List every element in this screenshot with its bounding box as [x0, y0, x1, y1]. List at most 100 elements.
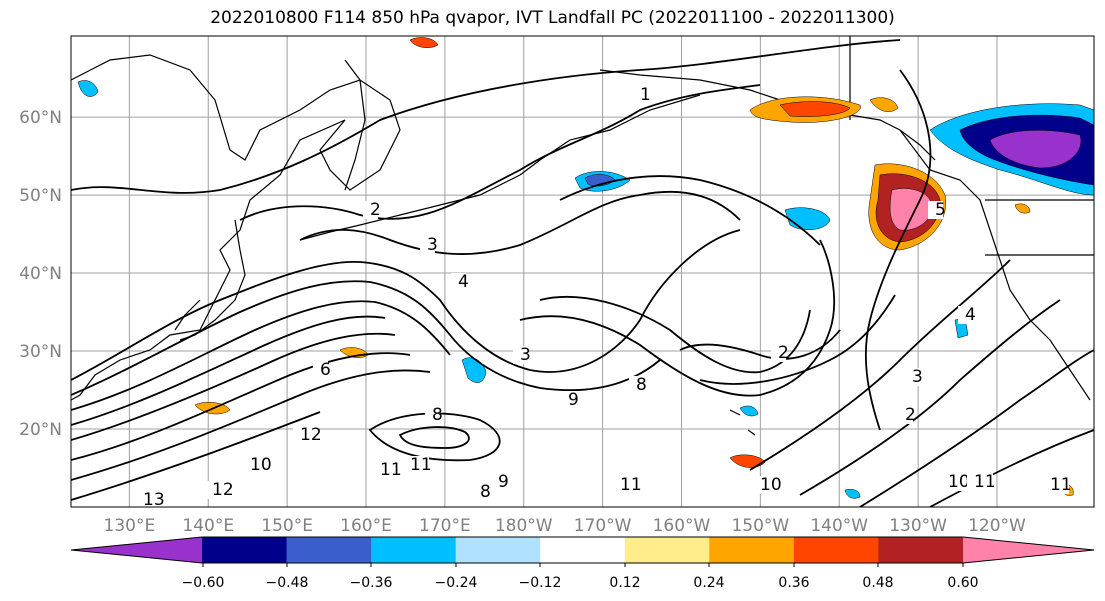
colorbar-segment: [455, 537, 541, 563]
contour-label-bg: [1043, 476, 1069, 494]
longitude-label: 140°E: [182, 516, 234, 536]
colorbar-tick-label: 0.48: [862, 575, 893, 591]
longitude-label: 160°E: [340, 516, 392, 536]
graticule: [71, 36, 1094, 507]
map-title: 2022010800 F114 850 hPa qvapor, IVT Land…: [210, 8, 895, 28]
contour-label: 9: [568, 390, 579, 410]
colorbar-segment: [624, 537, 710, 563]
plot-area: [71, 36, 1094, 507]
colorbar-tick-label: 0.12: [609, 575, 640, 591]
contour-label: 10: [250, 455, 272, 475]
contour-label-bg: [613, 476, 639, 494]
colorbar-tick-label: 0.36: [778, 575, 809, 591]
contour-label: 11: [620, 475, 642, 495]
contour-label-bg: [363, 201, 378, 219]
contour-label: 11: [1050, 475, 1072, 495]
latitude-label: 50°N: [19, 186, 62, 206]
latitude-label: 20°N: [19, 420, 62, 440]
contour-label: 11: [974, 472, 996, 492]
contour-label-bg: [513, 346, 528, 364]
colorbar-extend-low: [71, 537, 202, 563]
contour-label-bg: [967, 473, 993, 491]
contour-label: 3: [520, 345, 531, 365]
contour-label: 4: [965, 305, 976, 325]
contour-label-bg: [905, 368, 920, 386]
contour-label-bg: [403, 456, 429, 474]
colorbar-outline: [70, 536, 1095, 564]
contour-label-bg: [633, 86, 648, 104]
longitude-label: 170°E: [419, 516, 471, 536]
contour-label-bg: [629, 376, 644, 394]
contour-label-bg: [373, 461, 399, 479]
contour-label-bg: [928, 201, 943, 219]
contour-label-bg: [136, 491, 162, 507]
plot-frame: [70, 35, 1095, 508]
contour-label-bg: [771, 344, 786, 362]
contour-label-bg: [958, 306, 973, 324]
contour-label-bg: [205, 481, 231, 499]
colorbar-tick-label: −0.36: [350, 575, 393, 591]
colorbar-tick-label: 0.60: [947, 575, 978, 591]
colorbar-segment: [286, 537, 372, 563]
colorbar: −0.60 −0.48 −0.36 −0.24 −0.12 0.12 0.24 0.36 0.4…: [70, 536, 1095, 591]
contour-label: 10: [760, 475, 782, 495]
longitude-label: 150°E: [261, 516, 313, 536]
contour-label: 4: [458, 272, 469, 292]
colorbar-tick-label: −0.60: [182, 575, 225, 591]
colorbar-tick-label: −0.12: [519, 575, 562, 591]
contour-label: 12: [300, 425, 322, 445]
contour-label: 3: [912, 367, 923, 387]
longitude-label: 170°W: [574, 516, 632, 536]
longitude-label: 130°E: [104, 516, 156, 536]
longitude-label: 120°W: [968, 516, 1026, 536]
contour-label-bg: [243, 456, 269, 474]
contour-label-bg: [941, 473, 967, 491]
contour-label: 5: [935, 200, 946, 220]
longitude-label: 130°W: [889, 516, 947, 536]
contour-label: 2: [370, 200, 381, 220]
colorbar-tick-label: −0.48: [266, 575, 309, 591]
longitude-label: 140°W: [810, 516, 868, 536]
colorbar-segment: [709, 537, 795, 563]
contour-label-bg: [293, 426, 319, 444]
contour-label: 1: [640, 85, 651, 105]
contour-label-bg: [491, 473, 506, 491]
contour-label-bg: [420, 236, 435, 254]
contour-label: 3: [427, 235, 438, 255]
contour-label: 8: [636, 375, 647, 395]
contour-label-bg: [425, 406, 440, 424]
longitude-labels: 130°E 140°E 150°E 160°E 170°E 180°W 170°W 160°W…: [104, 516, 1027, 536]
colorbar-segment: [878, 537, 964, 563]
contour-label: 11: [410, 455, 432, 475]
latitude-labels: 60°N 50°N 40°N 30°N 20°N: [19, 108, 62, 440]
contour-label: 2: [905, 405, 916, 425]
contour-label-bg: [313, 361, 328, 379]
colorbar-segment: [540, 537, 626, 563]
longitude-label: 150°W: [731, 516, 789, 536]
colorbar-tick-label: 0.24: [693, 575, 724, 591]
longitude-label: 180°W: [495, 516, 553, 536]
contour-label: 13: [143, 490, 165, 510]
contour-label: 8: [480, 482, 491, 502]
contour-label: 12: [212, 480, 234, 500]
contour-label-bg: [753, 476, 779, 494]
contour-label: 9: [498, 472, 509, 492]
latitude-label: 60°N: [19, 108, 62, 128]
colorbar-tick-label: −0.24: [435, 575, 478, 591]
contour-label: 6: [320, 360, 331, 380]
contour-label-bg: [451, 273, 466, 291]
ivt-contours: [71, 39, 1094, 507]
contour-label: 10: [948, 472, 970, 492]
contour-label: 2: [778, 343, 789, 363]
colorbar-segment: [793, 537, 879, 563]
contour-label-bg: [473, 483, 488, 501]
contour-label-bg: [898, 406, 913, 424]
latitude-label: 40°N: [19, 264, 62, 284]
colorbar-extend-high: [963, 537, 1094, 563]
longitude-label: 160°W: [653, 516, 711, 536]
colorbar-segment: [371, 537, 457, 563]
latitude-label: 30°N: [19, 342, 62, 362]
contour-label: 11: [380, 460, 402, 480]
